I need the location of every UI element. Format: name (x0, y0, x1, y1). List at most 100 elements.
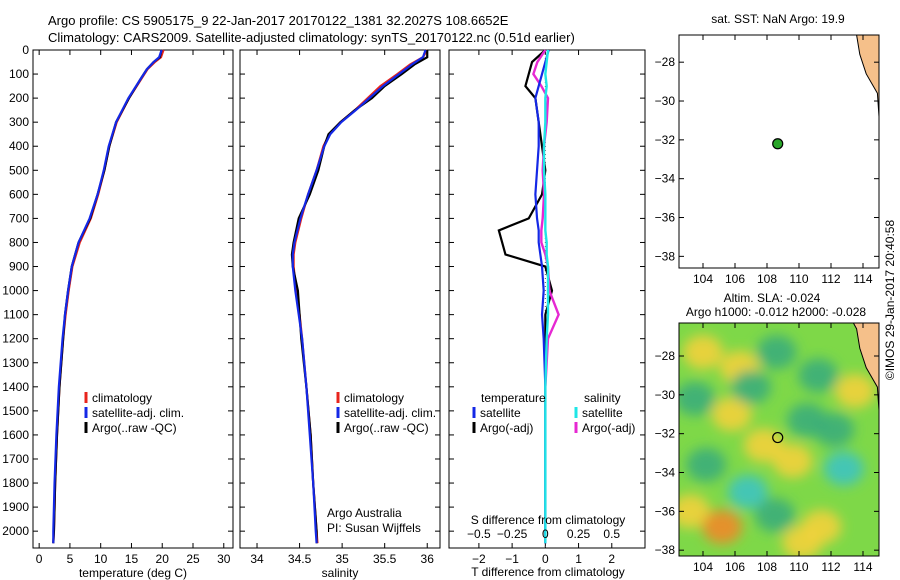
y-tick-label: 800 (9, 235, 29, 249)
altimetry-map-anomaly-blob (798, 358, 839, 393)
altimetry-map-x-tick-label: 114 (853, 560, 872, 574)
x-tick-label: 35 (335, 552, 349, 566)
diff-x-label-temperature: T difference from climatology (471, 565, 625, 579)
x-tick-label: 10 (94, 552, 108, 566)
y-tick-label: 900 (9, 260, 29, 274)
sst-map-y-tick-label: −34 (655, 172, 676, 186)
sst-map-argo-position-marker (772, 138, 784, 150)
y-tick-label: 300 (9, 115, 29, 129)
altimetry-map-y-tick-label: −32 (655, 427, 676, 441)
y-tick-label: 1800 (2, 476, 29, 490)
x-tick-label: 5 (67, 552, 74, 566)
sst-map-group (678, 34, 880, 269)
sst-map-background (679, 35, 879, 268)
sst-map-land (856, 35, 879, 186)
x-tick-label: 34.5 (288, 552, 312, 566)
x-tick-label: 25 (186, 552, 200, 566)
diff-sal-tick-label: −0.5 (467, 527, 491, 541)
title-line-2: Climatology: CARS2009. Satellite-adjuste… (48, 30, 575, 45)
x-tick-label: 30 (217, 552, 231, 566)
x-tick-label: 0 (36, 552, 43, 566)
y-tick-label: 700 (9, 211, 29, 225)
altimetry-map-anomaly-layer (679, 335, 875, 556)
altimetry-map-x-tick-label: 112 (821, 560, 840, 574)
y-tick-label: 1000 (2, 284, 29, 298)
x-tick-label: 15 (125, 552, 139, 566)
altimetry-map-y-tick-label: −28 (655, 349, 676, 363)
sst-map-x-tick-label: 110 (789, 272, 808, 286)
sst-map-x-tick-label: 114 (853, 272, 872, 286)
title-line-1: Argo profile: CS 5905175_9 22-Jan-2017 2… (48, 13, 509, 28)
diff-legend-temp-satellite: satellite (480, 406, 521, 420)
altimetry-map-group (678, 322, 880, 557)
diff-x-tick-label: 0 (542, 552, 549, 566)
y-tick-label: 1300 (2, 356, 29, 370)
y-tick-label: 2000 (2, 524, 29, 538)
temp-legend-climatology: climatology (92, 391, 152, 405)
altimetry-map-anomaly-blob (782, 525, 823, 556)
temp-satellite-line (52, 49, 163, 544)
altimetry-map-argo-position-marker (772, 431, 784, 444)
altimetry-map-anomaly-blob (679, 494, 711, 529)
sst-map-content (679, 35, 879, 268)
diff-x-tick-label: 1 (575, 552, 582, 566)
diff-legend-temp-argo: Argo(-adj) (480, 421, 533, 435)
sst-map-frame (678, 34, 880, 269)
x-tick-label: 20 (156, 552, 170, 566)
y-tick-label: 1900 (2, 500, 29, 514)
diff-legend-sal-argo: Argo(-adj) (582, 421, 635, 435)
temp-legend-argo: Argo(..raw -QC) (92, 421, 177, 435)
altimetry-map-subtitle: Argo h1000: -0.012 h2000: -0.028 (686, 305, 866, 319)
y-tick-label: 1700 (2, 452, 29, 466)
panel-frame-salinity-profile (239, 49, 441, 549)
sst-map-x-tick-label: 108 (757, 272, 777, 286)
altimetry-map-anomaly-blob (835, 373, 875, 408)
altimetry-map-y-tick-label: −30 (655, 388, 676, 402)
y-tick-label: 1600 (2, 428, 29, 442)
y-tick-label: 0 (22, 43, 29, 57)
sst-map-y-tick-label: −28 (655, 55, 676, 69)
y-tick-label: 100 (9, 67, 29, 81)
sal-legend-climatology: climatology (344, 391, 404, 405)
y-tick-label: 1500 (2, 404, 29, 418)
altimetry-map-anomaly-blob (755, 498, 795, 533)
sst-map-y-tick-label: −32 (655, 133, 676, 147)
altimetry-map-anomaly-blob (702, 509, 743, 544)
altimetry-map-anomaly-blob (727, 474, 768, 509)
altimetry-map-anomaly-blob (683, 335, 723, 370)
y-tick-label: 600 (9, 187, 29, 201)
altimetry-map-anomaly-blob (823, 451, 864, 486)
sst-map-title: sat. SST: NaN Argo: 19.9 (711, 12, 845, 26)
altimetry-map-y-tick-label: −38 (655, 543, 676, 557)
x-tick-label: 35.5 (373, 552, 397, 566)
altimetry-map-anomaly-blob (743, 428, 784, 463)
y-tick-label: 200 (9, 91, 29, 105)
altimetry-map-anomaly-blob (711, 397, 752, 432)
altimetry-map-land (852, 323, 879, 479)
altimetry-map-anomaly-blob (772, 443, 813, 478)
diff-x-tick-label: −2 (472, 552, 486, 566)
sst-map-y-tick-label: −38 (655, 249, 676, 263)
diff-sal-satellite-line (542, 49, 550, 544)
altimetry-map-y-tick-label: −34 (655, 466, 676, 480)
diff-sal-tick-label: 0 (542, 527, 549, 541)
sal-annotation-2: PI: Susan Wijffels (327, 521, 421, 535)
x-tick-label: 34 (250, 552, 264, 566)
sst-map-x-tick-label: 112 (821, 272, 840, 286)
diff-sal-tick-label: 0.5 (603, 527, 620, 541)
altimetry-map-anomaly-blob (814, 412, 855, 447)
panel-frame-temperature-profile (32, 49, 234, 549)
sst-map-y-tick-label: −30 (655, 94, 676, 108)
temp-x-label: temperature (deg C) (79, 566, 187, 580)
altimetry-map-x-tick-label: 106 (725, 560, 745, 574)
y-tick-label: 1100 (3, 308, 29, 322)
diff-x-tick-label: −1 (505, 552, 519, 566)
x-tick-label: 36 (421, 552, 435, 566)
sal-x-label: salinity (322, 566, 359, 580)
sal-legend-argo: Argo(..raw -QC) (344, 421, 429, 435)
sal-legend-satellite: satellite-adj. clim. (344, 406, 436, 420)
diff-legend-salinity-head: salinity (584, 391, 621, 405)
altimetry-map-title: Altim. SLA: -0.024 (724, 291, 821, 305)
diff-legend-sal-satellite: satellite (582, 406, 623, 420)
sst-map-y-tick-label: −36 (655, 211, 676, 225)
